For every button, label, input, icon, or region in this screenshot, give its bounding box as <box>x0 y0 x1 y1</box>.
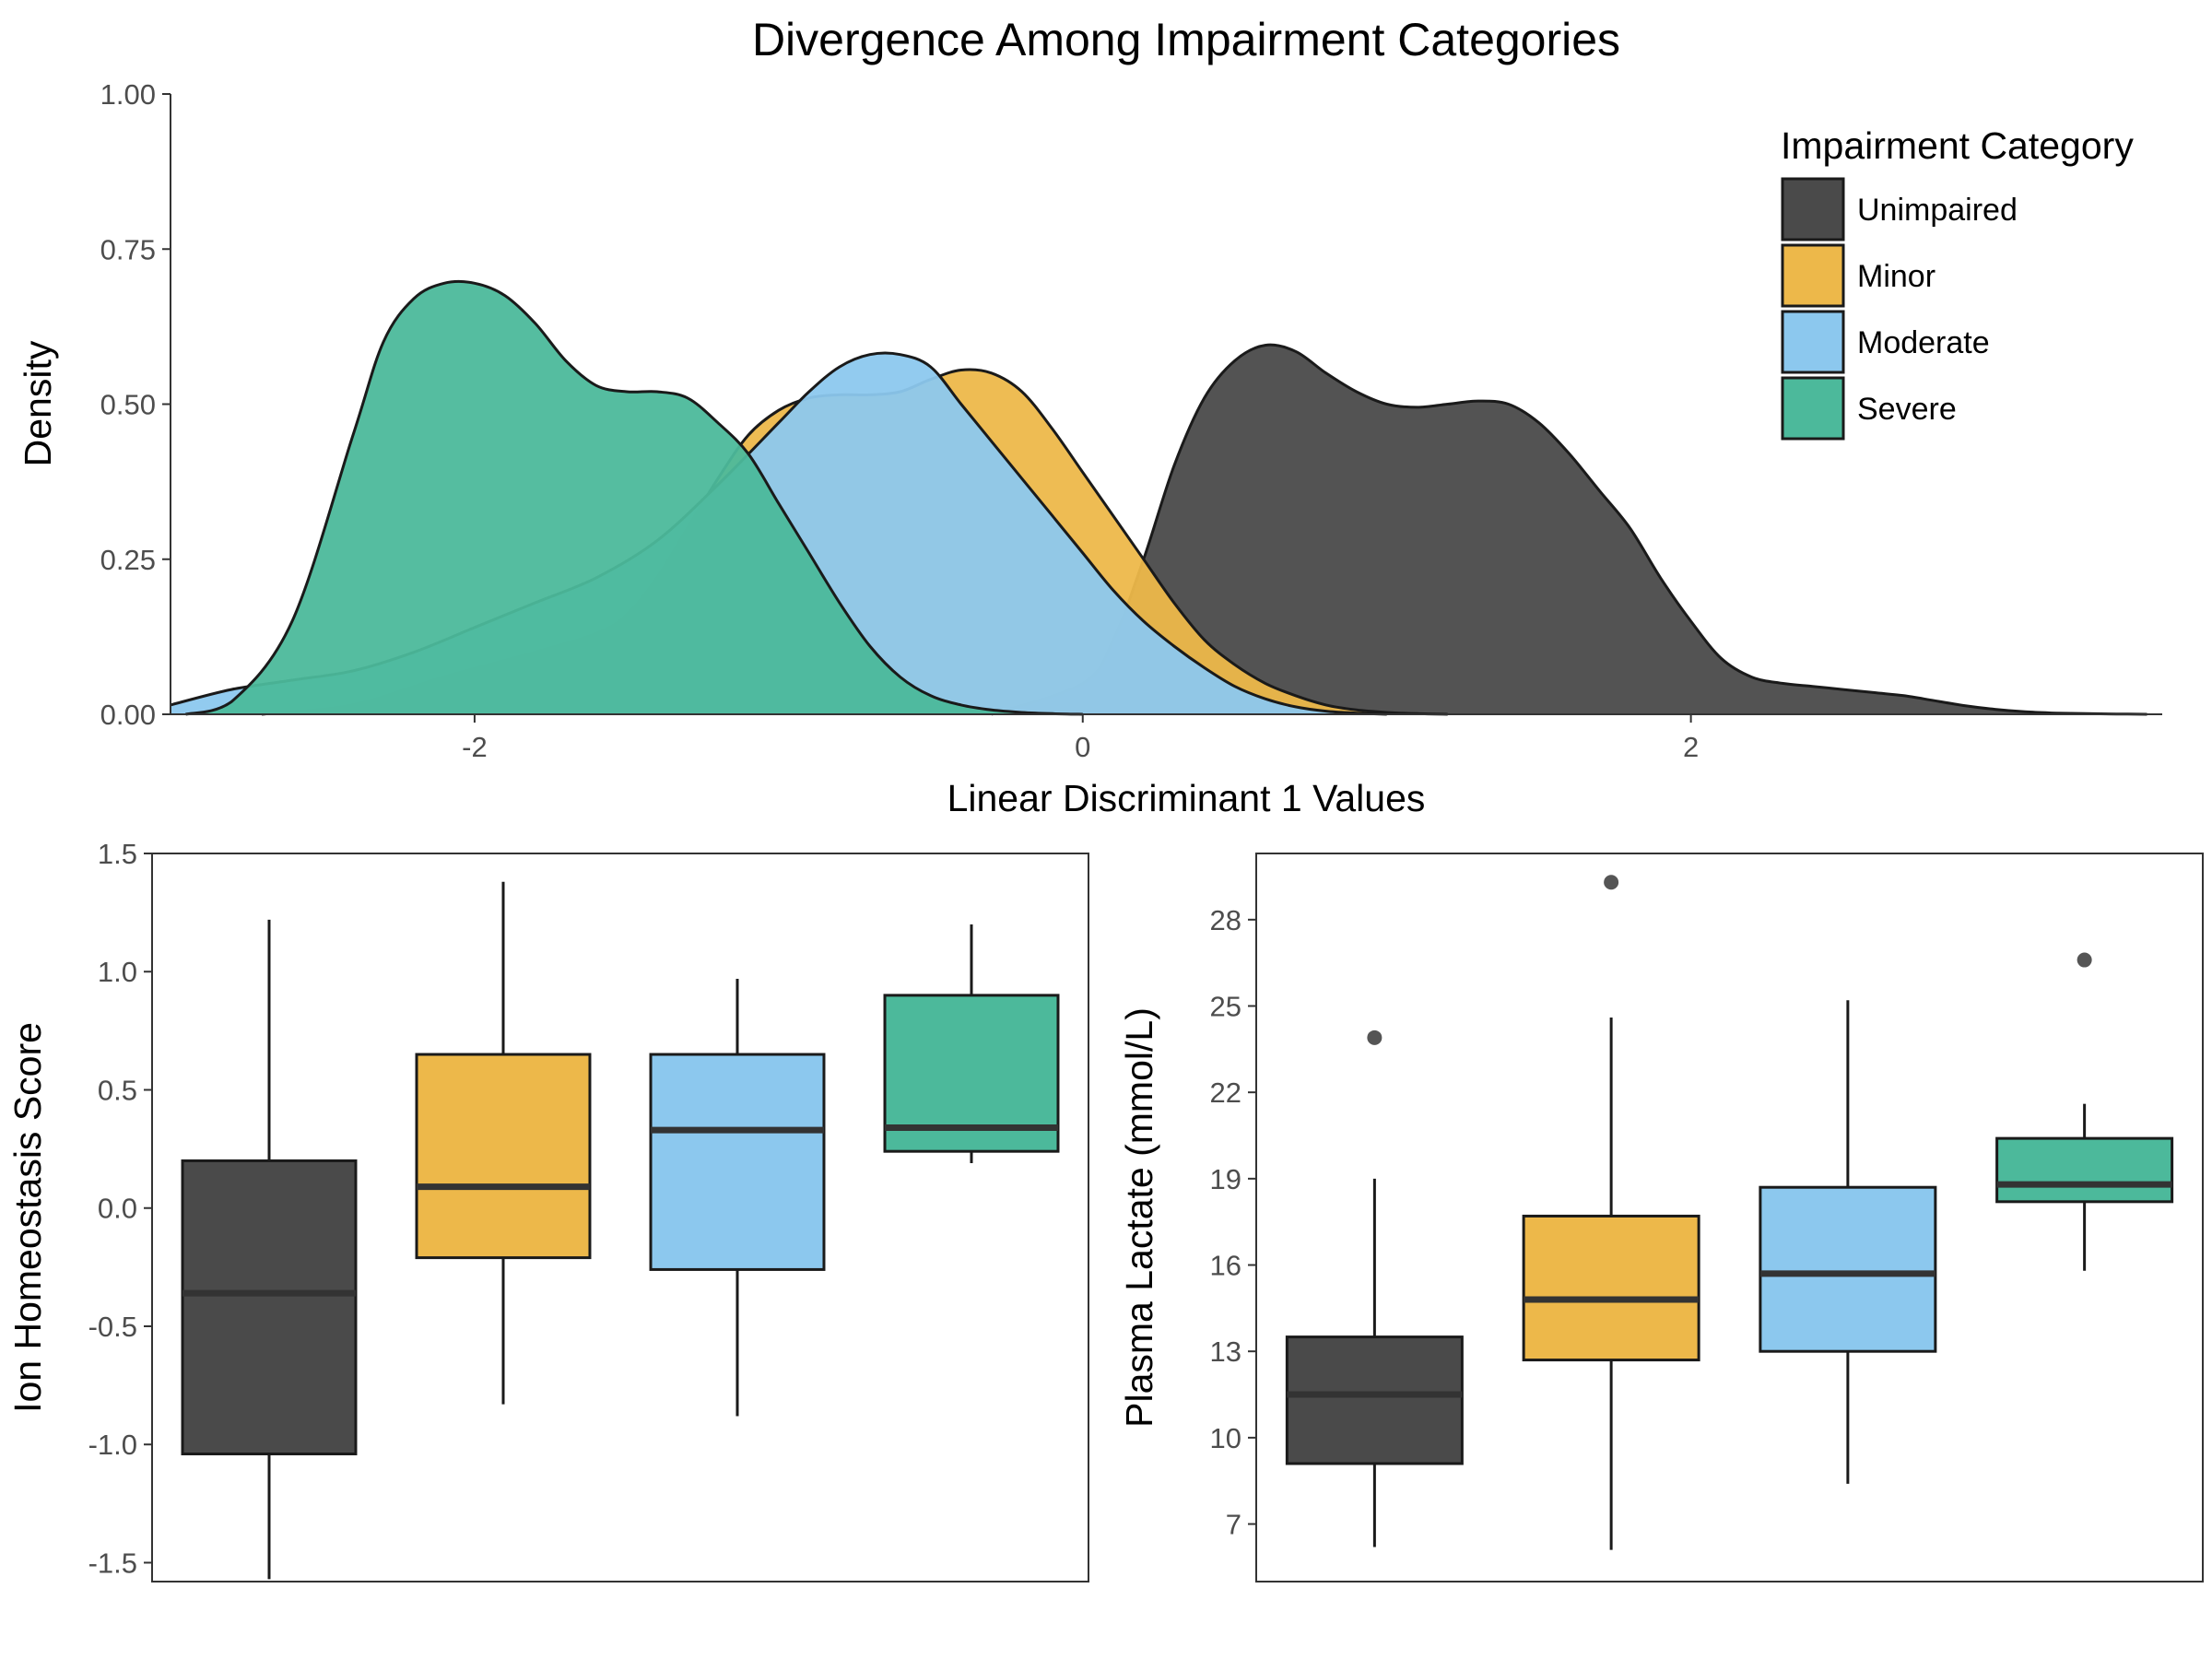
lactate-y-tick-label: 22 <box>1210 1077 1241 1109</box>
ion-y-tick-label: -1.0 <box>88 1429 137 1461</box>
lactate-y-tick-label: 7 <box>1226 1509 1241 1541</box>
density-x-tick-label: -2 <box>462 731 488 763</box>
lactate-y-tick-label: 16 <box>1210 1250 1241 1282</box>
ion-box-minor <box>415 881 592 1405</box>
density-y-ticks: 0.00 0.25 0.50 0.75 1.00 <box>100 78 171 731</box>
lactate-panel-border <box>1255 853 2204 1583</box>
ion-box-severe <box>883 924 1060 1164</box>
lactate-y-tick-label: 13 <box>1210 1335 1241 1368</box>
legend-items: Unimpaired Minor Moderate Severe <box>1781 177 2018 441</box>
plasma-lactate-panel: 7 10 13 16 19 22 25 28 Plasma Lactate (mmol/L) <box>1118 853 2204 1583</box>
lactate-boxes <box>1285 875 2174 1550</box>
lactate-y-tick-label: 19 <box>1210 1163 1241 1195</box>
density-x-axis-title: Linear Discriminant 1 Values <box>947 777 1426 819</box>
density-line-severe <box>185 279 1083 716</box>
ion-y-tick-label: 0.5 <box>98 1074 137 1106</box>
density-y-tick-label: 0.00 <box>100 699 156 731</box>
density-y-tick-label: 0.25 <box>100 544 156 576</box>
lactate-box-severe <box>1995 952 2174 1271</box>
lactate-y-tick-label: 25 <box>1210 990 1241 1022</box>
lactate-outlier-point <box>1604 875 1619 890</box>
legend: Impairment Category Unimpaired Minor Moder… <box>1781 124 2134 441</box>
ion-box-moderate <box>649 978 826 1417</box>
legend-swatch-severe <box>1781 376 1845 441</box>
lactate-iqr-box <box>1522 1214 1700 1362</box>
legend-swatch-moderate <box>1781 310 1845 374</box>
legend-label-unimpaired: Unimpaired <box>1857 193 2018 228</box>
lactate-iqr-box <box>1995 1136 2174 1204</box>
density-area-unimpaired <box>991 345 2147 714</box>
density-y-tick-label: 0.75 <box>100 233 156 265</box>
legend-label-minor: Minor <box>1857 259 1936 294</box>
legend-label-moderate: Moderate <box>1857 325 1990 360</box>
lactate-y-axis-title: Plasma Lactate (mmol/L) <box>1118 1007 1160 1428</box>
ion-y-tick-label: -1.5 <box>88 1547 137 1579</box>
legend-title: Impairment Category <box>1781 124 2134 167</box>
density-panel: 0.00 0.25 0.50 0.75 1.00 -2 0 2 Linear Discrim… <box>17 78 2162 819</box>
ion-box-unimpaired <box>181 919 358 1580</box>
density-x-tick-label: 0 <box>1075 731 1090 763</box>
legend-label-severe: Severe <box>1857 392 1957 427</box>
ion-y-ticks: -1.5 -1.0 -0.5 0.0 0.5 1.0 1.5 <box>88 838 152 1579</box>
ion-iqr-box <box>415 1053 592 1260</box>
density-area-severe <box>185 281 1083 714</box>
density-curves <box>170 279 2147 716</box>
lactate-box-unimpaired <box>1285 1030 1464 1547</box>
ion-y-tick-label: 0.0 <box>98 1193 137 1225</box>
ion-homeostasis-panel: -1.5 -1.0 -0.5 0.0 0.5 1.0 1.5 Ion Homeostasis… <box>6 838 1089 1583</box>
lactate-box-minor <box>1522 875 1700 1550</box>
ion-panel-border <box>151 853 1089 1583</box>
lactate-iqr-box <box>1285 1335 1464 1465</box>
lactate-outlier-point <box>2077 952 2092 968</box>
lactate-y-ticks: 7 10 13 16 19 22 25 28 <box>1210 904 1256 1541</box>
density-y-axis-title: Density <box>17 340 59 466</box>
ion-y-axis-title: Ion Homeostasis Score <box>6 1022 49 1413</box>
ion-iqr-box <box>649 1053 826 1271</box>
lactate-iqr-box <box>1759 1185 1937 1353</box>
chart-title: Divergence Among Impairment Categories <box>752 14 1620 65</box>
ion-y-tick-label: 1.5 <box>98 838 137 870</box>
density-x-ticks: -2 0 2 <box>462 714 1699 763</box>
density-y-tick-label: 0.50 <box>100 389 156 421</box>
legend-swatch-minor <box>1781 243 1845 308</box>
ion-y-tick-label: -0.5 <box>88 1311 137 1343</box>
density-y-tick-label: 1.00 <box>100 78 156 111</box>
ion-iqr-box <box>181 1159 358 1455</box>
lactate-box-moderate <box>1759 1000 1937 1484</box>
legend-swatch-unimpaired <box>1781 177 1845 241</box>
ion-boxes <box>181 881 1060 1580</box>
density-x-tick-label: 2 <box>1683 731 1699 763</box>
density-line-unimpaired <box>991 343 2147 716</box>
lactate-y-tick-label: 28 <box>1210 904 1241 936</box>
ion-y-tick-label: 1.0 <box>98 956 137 988</box>
lactate-outlier-point <box>1367 1030 1382 1045</box>
lactate-y-tick-label: 10 <box>1210 1422 1241 1454</box>
